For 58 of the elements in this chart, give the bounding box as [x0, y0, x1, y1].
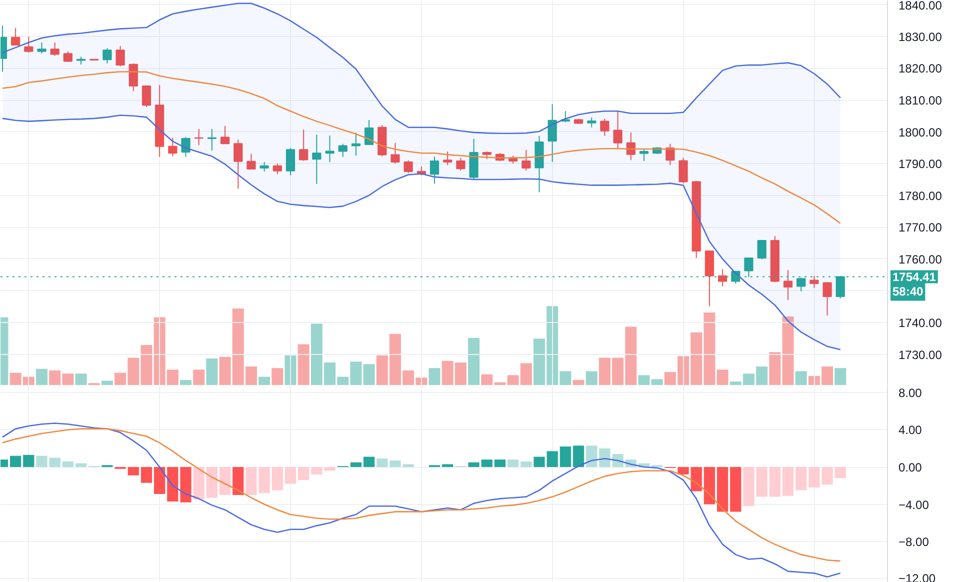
- candlestick: [522, 149, 531, 172]
- candlestick: [50, 42, 60, 56]
- ref-line-label: 1754.41: [892, 270, 936, 284]
- candlestick: [181, 136, 190, 158]
- candlestick: [639, 148, 649, 162]
- y-tick-label: 1820.00: [898, 62, 942, 76]
- y-tick-label: 1810.00: [898, 94, 942, 108]
- candlestick: [63, 50, 72, 62]
- candlestick: [666, 143, 675, 166]
- candlestick: [364, 120, 374, 146]
- candlestick: [286, 148, 296, 176]
- y-tick-label: 1790.00: [898, 157, 942, 172]
- candlestick: [810, 275, 819, 288]
- candlestick: [783, 270, 793, 300]
- candlestick: [116, 45, 125, 67]
- candlestick: [37, 42, 46, 54]
- candlestick: [678, 157, 688, 184]
- candlestick: [548, 104, 557, 163]
- candlestick: [168, 137, 178, 157]
- candlestick: [325, 135, 334, 163]
- candlestick: [299, 129, 308, 162]
- candlestick: [390, 142, 400, 164]
- candlestick: [600, 118, 610, 136]
- candlestick: [613, 110, 622, 149]
- candlestick: [456, 157, 466, 172]
- candlestick: [207, 128, 216, 152]
- y-tick-label: 4.00: [898, 423, 922, 438]
- candlestick: [220, 126, 230, 144]
- candlestick: [822, 282, 832, 316]
- candlestick: [351, 132, 361, 156]
- y-tick-label: 1730.00: [898, 348, 942, 362]
- y-tick-label: 1780.00: [898, 188, 942, 203]
- candlestick: [718, 268, 728, 287]
- candlestick: [234, 139, 243, 190]
- candlestick: [272, 163, 282, 175]
- y-tick-label: 1800.00: [898, 125, 942, 140]
- candlestick: [128, 62, 138, 92]
- y-tick-label: 0.00: [898, 460, 922, 474]
- candlestick: [312, 134, 322, 184]
- candlestick: [626, 132, 636, 161]
- candlestick: [338, 143, 348, 158]
- y-tick-label: 1760.00: [898, 252, 942, 266]
- candlestick: [260, 162, 269, 172]
- candlestick: [430, 156, 440, 184]
- candlestick: [10, 28, 20, 46]
- candlestick: [24, 36, 34, 54]
- y-tick-label: 1740.00: [898, 316, 942, 330]
- y-tick-label: −4.00: [898, 498, 930, 512]
- candlestick: [443, 151, 452, 166]
- candlestick: [102, 48, 112, 64]
- y-tick-label: 1770.00: [898, 220, 942, 235]
- y-tick-label: 8.00: [898, 386, 922, 400]
- candlestick: [587, 116, 596, 128]
- y-tick-label: 1830.00: [898, 30, 942, 44]
- y-tick-label: −8.00: [898, 535, 930, 550]
- y-tick-label: 1840.00: [898, 0, 942, 12]
- candlestick: [246, 153, 256, 170]
- text: 58:40: [892, 284, 924, 299]
